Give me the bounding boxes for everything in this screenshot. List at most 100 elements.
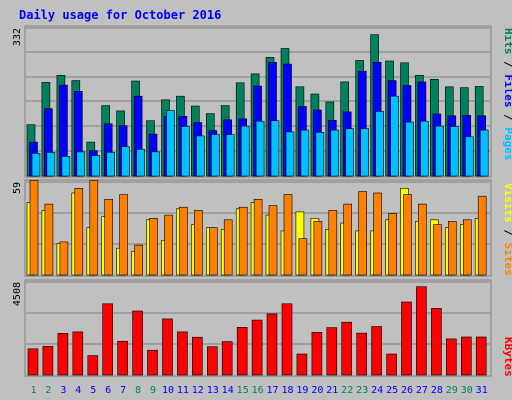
pages-bar-day-18	[285, 131, 295, 177]
day-label-23: 23	[356, 385, 368, 396]
pages-bar-day-7	[121, 146, 130, 177]
kbytes-bar-day-7	[117, 340, 128, 376]
sites-bar-day-20	[313, 221, 323, 276]
pages-bar-day-30	[464, 136, 474, 177]
day-label-13: 13	[207, 385, 219, 396]
pages-y-max-label: 332	[12, 28, 23, 46]
pages-bar-day-29	[449, 126, 459, 177]
sites-bar-day-10	[164, 214, 173, 276]
pages-bar-day-3	[61, 156, 71, 177]
day-label-18: 18	[281, 385, 293, 396]
sites-bar-day-11	[179, 206, 188, 276]
kbytes-y-max-label: 4508	[12, 282, 23, 306]
pages-bar-day-22	[345, 128, 355, 177]
sites-bar-day-21	[328, 210, 338, 276]
day-label-28: 28	[431, 385, 443, 396]
legend-separator-1: /	[502, 55, 512, 75]
sites-bar-day-5	[89, 180, 99, 276]
kbytes-panel-frame	[24, 279, 492, 377]
kbytes-bar-day-2	[42, 345, 54, 376]
sites-bar-day-19	[298, 238, 308, 276]
kbytes-bar-day-16	[251, 319, 263, 376]
day-label-20: 20	[311, 385, 323, 396]
pages-bar-day-24	[375, 111, 384, 177]
sites-bar-day-18	[283, 194, 293, 276]
sites-bar-day-14	[223, 219, 233, 276]
legend-separator-3: /	[502, 223, 512, 243]
kbytes-bar-day-26	[401, 301, 412, 376]
sites-bar-day-30	[462, 219, 472, 276]
kbytes-bar-day-11	[177, 331, 188, 376]
kbytes-bar-day-14	[221, 341, 233, 376]
kbytes-bar-day-1	[27, 348, 39, 376]
kbytes-bar-day-25	[386, 353, 397, 376]
day-label-9: 9	[150, 385, 156, 396]
legend-pages: Pages	[502, 127, 512, 160]
sites-bar-day-24	[373, 192, 382, 276]
sites-bar-day-25	[388, 213, 397, 276]
kbytes-bar-day-4	[72, 331, 84, 376]
pages-bar-day-20	[315, 132, 325, 177]
pages-bar-day-17	[270, 120, 280, 177]
day-label-16: 16	[252, 385, 264, 396]
day-label-12: 12	[192, 385, 204, 396]
sites-bar-day-29	[447, 221, 457, 276]
pages-bar-day-27	[420, 120, 429, 177]
legend-kbytes: KBytes	[502, 337, 512, 377]
sites-bar-day-13	[209, 227, 218, 276]
pages-bar-day-10	[166, 110, 175, 177]
sites-panel-frame	[24, 179, 492, 277]
pages-bar-day-14	[225, 134, 235, 177]
sites-bar-day-12	[194, 210, 203, 276]
sites-bar-day-4	[74, 188, 84, 276]
day-label-17: 17	[266, 385, 278, 396]
pages-panel-frame	[24, 25, 492, 178]
day-label-11: 11	[177, 385, 189, 396]
pages-bar-day-25	[390, 95, 399, 177]
day-label-22: 22	[341, 385, 353, 396]
legend-pages-files-hits: Hits / Files / Pages	[502, 28, 512, 161]
kbytes-bar-day-6	[102, 303, 113, 376]
day-label-5: 5	[90, 385, 96, 396]
kbytes-bar-day-19	[296, 353, 308, 376]
pages-bar-day-15	[240, 125, 250, 177]
sites-bar-day-15	[238, 206, 248, 276]
legend-hits: Hits	[502, 28, 512, 55]
day-label-25: 25	[386, 385, 398, 396]
pages-bar-day-16	[255, 120, 265, 177]
pages-bar-day-21	[330, 129, 340, 177]
day-label-31: 31	[476, 385, 488, 396]
sites-bar-day-9	[149, 218, 158, 276]
day-label-14: 14	[222, 385, 234, 396]
pages-bar-day-11	[181, 126, 190, 177]
pages-bar-day-4	[76, 151, 86, 177]
sites-bar-day-22	[343, 203, 353, 276]
day-label-10: 10	[162, 385, 174, 396]
day-label-29: 29	[446, 385, 458, 396]
pages-bar-day-31	[479, 129, 489, 177]
kbytes-bar-day-13	[207, 346, 218, 376]
day-label-30: 30	[461, 385, 473, 396]
kbytes-bar-day-17	[266, 313, 278, 376]
pages-bar-day-1	[31, 153, 41, 177]
pages-bar-day-2	[46, 152, 56, 177]
day-label-6: 6	[105, 385, 111, 396]
kbytes-bar-day-3	[57, 332, 69, 376]
kbytes-bar-day-9	[147, 349, 158, 376]
pages-bar-day-8	[136, 149, 145, 177]
kbytes-bar-day-8	[132, 310, 143, 376]
kbytes-bar-day-20	[311, 331, 323, 376]
sites-bar-day-23	[358, 191, 368, 276]
kbytes-bar-day-22	[341, 321, 353, 376]
day-labels: 1 2 3 4 5 6 7 8 9 10 11 12 13 14 15 16 17 18 19 20 21 22 23 24 2…	[30, 385, 487, 396]
sites-bar-day-28	[433, 224, 442, 276]
sites-bar-day-17	[268, 205, 278, 276]
sites-bar-day-6	[104, 199, 113, 276]
kbytes-bar-day-21	[326, 327, 338, 376]
day-label-8: 8	[135, 385, 141, 396]
legend-separator-2: /	[502, 108, 512, 128]
kbytes-bar-day-27	[416, 286, 427, 376]
legend-visits: Visits	[502, 183, 512, 223]
sites-bar-day-8	[134, 244, 143, 276]
